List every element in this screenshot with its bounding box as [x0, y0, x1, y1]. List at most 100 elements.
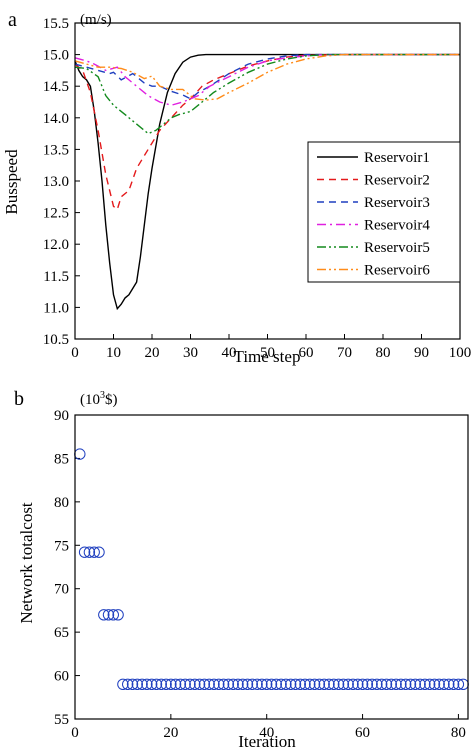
- scatter-point: [428, 678, 441, 690]
- scatter-point: [261, 678, 273, 690]
- scatter-point: [289, 678, 302, 690]
- scatter-point: [98, 609, 110, 621]
- scatter-point: [237, 678, 249, 690]
- x-tick-label-b: 20: [163, 725, 178, 741]
- scatter-point: [193, 678, 206, 690]
- y-tick-label-b: 75: [54, 538, 69, 554]
- panel-label-a: a: [8, 9, 17, 31]
- scatter-point: [251, 678, 263, 690]
- y-tick-label-a: 11.0: [43, 300, 69, 316]
- scatter-point: [222, 678, 235, 690]
- y-tick-label-a: 13.0: [43, 174, 69, 190]
- scatter-point: [83, 546, 96, 558]
- scatter-point: [169, 678, 182, 690]
- scatter-point: [285, 678, 297, 690]
- scatter-point: [409, 678, 421, 690]
- y-tick-label-b: 90: [54, 408, 69, 424]
- scatter-point: [443, 678, 455, 690]
- legend-box: [307, 141, 461, 283]
- scatter-point: [155, 678, 168, 690]
- scatter-point: [74, 448, 86, 460]
- scatter-point: [347, 678, 359, 690]
- x-tick-label-b: 60: [355, 725, 370, 741]
- scatter-point: [299, 678, 311, 690]
- plot-frame-b: [74, 414, 469, 720]
- y-axis-label-b: Network totalcost: [17, 502, 36, 624]
- series-line-reservoir6: [74, 53, 460, 101]
- y-tick-label-b: 80: [54, 495, 69, 511]
- scatter-point: [318, 678, 330, 690]
- scatter-point: [102, 609, 115, 621]
- y-tick-label-b: 60: [54, 669, 69, 685]
- x-tick-label-a: 40: [222, 345, 237, 361]
- scatter-point: [294, 678, 306, 690]
- scatter-point: [265, 678, 278, 690]
- legend-entry: Reservoir3: [364, 195, 430, 211]
- x-axis-label-a: Time step: [234, 347, 301, 366]
- scatter-point: [88, 546, 100, 558]
- scatter-point: [213, 678, 225, 690]
- scatter-point: [78, 546, 91, 558]
- y-tick-label-a: 10.5: [43, 332, 69, 348]
- scatter-point: [126, 678, 139, 690]
- x-tick-label-a: 80: [376, 345, 391, 361]
- scatter-point: [366, 678, 378, 690]
- scatter-point: [189, 678, 201, 690]
- y-tick-label-a: 14.0: [43, 111, 69, 127]
- scatter-point: [438, 678, 450, 690]
- scatter-point: [136, 678, 148, 690]
- x-tick-label-a: 0: [71, 345, 79, 361]
- scatter-point: [107, 609, 120, 621]
- scatter-point: [256, 678, 268, 690]
- scatter-point: [246, 678, 259, 690]
- scatter-point: [198, 678, 211, 690]
- scatter-point: [332, 678, 345, 690]
- x-tick-label-a: 60: [299, 345, 314, 361]
- scatter-point: [361, 678, 374, 690]
- y-tick-label-b: 70: [54, 582, 69, 598]
- scatter-point: [414, 678, 426, 690]
- x-tick-label-b: 80: [451, 725, 466, 741]
- series-line-reservoir5: [74, 53, 460, 135]
- scatter-point: [371, 678, 383, 690]
- scatter-point: [395, 678, 407, 690]
- scatter-point: [304, 678, 316, 690]
- scatter-point: [208, 678, 220, 690]
- x-tick-label-b: 0: [71, 725, 79, 741]
- y-tick-label-a: 12.0: [43, 237, 69, 253]
- scatter-point: [337, 678, 350, 690]
- legend-entry: Reservoir4: [364, 218, 430, 234]
- scatter-point: [160, 678, 172, 690]
- x-tick-label-a: 20: [145, 345, 160, 361]
- y-tick-label-a: 15.0: [43, 48, 69, 64]
- scatter-point: [174, 678, 187, 690]
- scatter-point: [270, 678, 282, 690]
- x-tick-label-a: 10: [106, 345, 121, 361]
- scatter-point: [217, 678, 230, 690]
- y-tick-label-a: 11.5: [43, 269, 69, 285]
- scatter-point: [184, 678, 196, 690]
- y-tick-label-b: 55: [54, 712, 69, 728]
- series-line-reservoir3: [74, 53, 460, 100]
- scatter-point: [241, 678, 254, 690]
- scatter-point: [93, 546, 105, 558]
- ticks-b: 0 20 40 60 80 55 60 65 70 75 80 85 90: [54, 408, 466, 741]
- series-line-reservoir1: [74, 53, 460, 311]
- scatter-point: [227, 678, 239, 690]
- scatter-point: [433, 678, 445, 690]
- scatter-point: [179, 678, 191, 690]
- legend-entry: Reservoir1: [364, 150, 430, 166]
- scatter-point: [112, 609, 124, 621]
- scatter-point: [352, 678, 364, 690]
- y-tick-label-b: 85: [54, 451, 69, 467]
- scatter-point: [342, 678, 354, 690]
- y-axis-label-a: Busspeed: [2, 149, 21, 215]
- scatter-point: [328, 678, 340, 690]
- scatter-point: [150, 678, 163, 690]
- panel-label-b: b: [14, 388, 24, 410]
- scatter-point: [390, 678, 402, 690]
- scatter-point: [275, 678, 287, 690]
- scatter-point: [308, 678, 321, 690]
- x-tick-label-b: 40: [259, 725, 274, 741]
